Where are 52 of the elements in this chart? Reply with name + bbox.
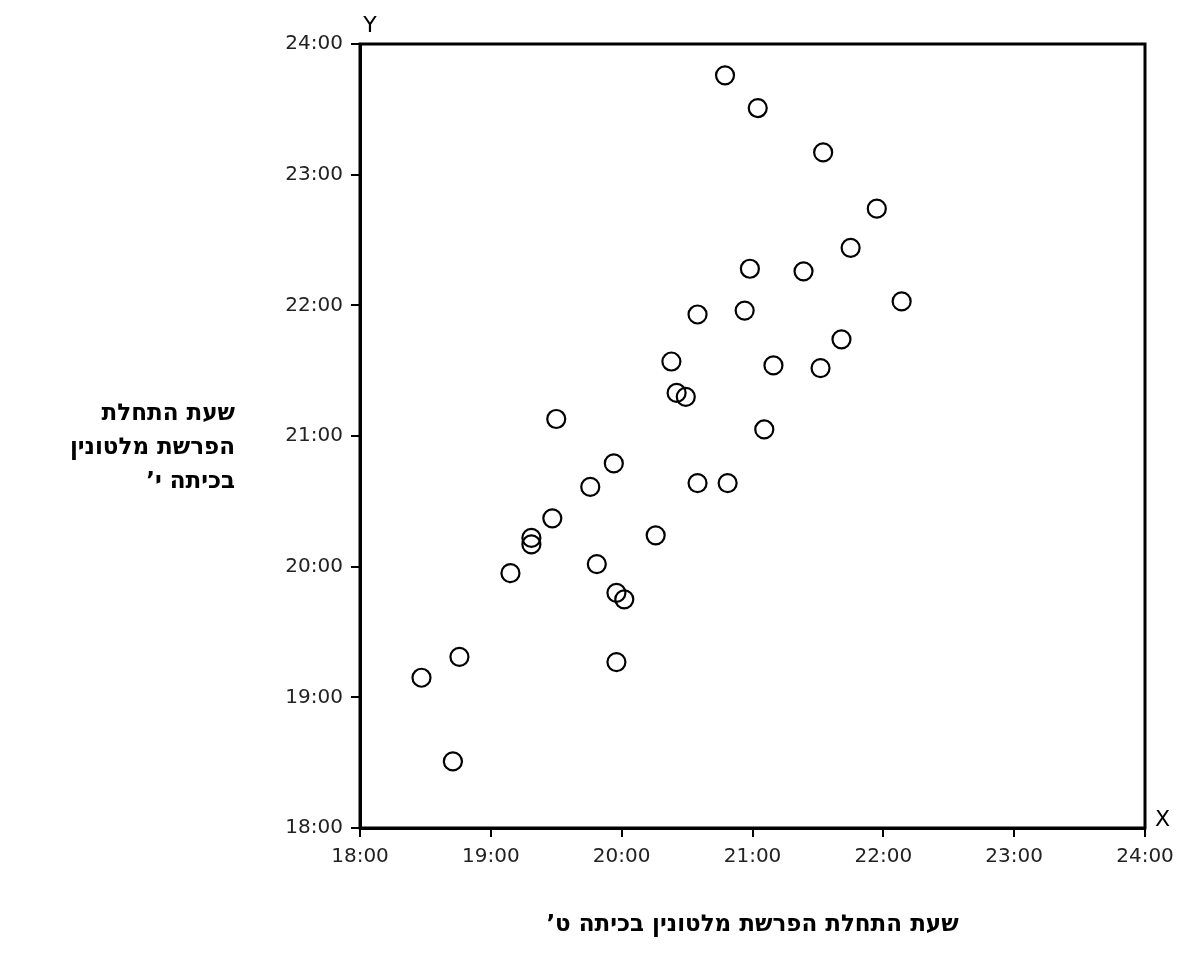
point [687,304,708,325]
y-tick-label: 21:00 [285,422,343,447]
point [521,534,542,555]
point [793,261,814,282]
point [614,589,635,610]
y-tick-label: 23:00 [285,160,343,185]
point [586,553,607,575]
point [810,357,831,379]
y-tick-label: 19:00 [285,683,343,708]
y-tick-label: 22:00 [285,291,343,316]
x-tick-label: 20:00 [592,843,651,868]
point [763,355,784,376]
point [449,646,470,667]
point [840,237,861,258]
y-tick-label: 24:00 [285,30,343,55]
y-axis-title: שעת התחלת הפרשת מלטונין בכיתה י’ [68,398,235,495]
x-tick-label: 19:00 [462,843,520,868]
point [734,300,755,321]
point [739,258,760,279]
y-tick-label: 18:00 [285,814,343,839]
x-tick-label: 18:00 [331,843,389,868]
point [747,97,768,119]
point [891,291,912,312]
point [606,582,627,603]
point [661,351,682,372]
text: Y [362,11,378,37]
point [500,563,521,584]
point [603,453,624,474]
point [687,472,708,494]
x-tick-label: 23:00 [985,843,1043,868]
x-tick-label: 21:00 [723,843,782,868]
x-tick-label: 22:00 [854,843,913,868]
x-axis-title: שעת התחלת הפרשת מלטונין בכיתה ט’ [545,910,960,936]
point [717,472,738,494]
point [714,65,736,86]
point [521,527,542,549]
point [813,142,834,163]
x-tick-label: 24:00 [1116,843,1174,868]
point [754,419,775,440]
point [580,476,601,498]
point [606,651,627,673]
point [666,382,687,403]
point [831,329,852,350]
y-tick-label: 20:00 [285,552,343,577]
text: X [1155,805,1171,831]
point [546,408,567,430]
point [411,667,432,688]
point [675,386,696,407]
point [645,525,666,546]
point [542,508,563,529]
point [442,751,463,772]
point [866,198,887,219]
